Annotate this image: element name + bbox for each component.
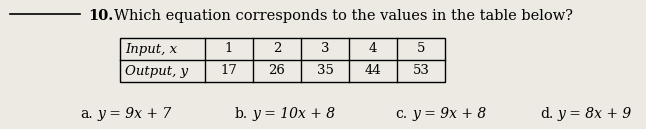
- Text: 5: 5: [417, 42, 425, 55]
- Text: c.: c.: [395, 107, 407, 121]
- Text: 53: 53: [413, 64, 430, 78]
- Text: Input, x: Input, x: [125, 42, 177, 55]
- Text: y = 10x + 8: y = 10x + 8: [253, 107, 336, 121]
- Text: Output, y: Output, y: [125, 64, 188, 78]
- Text: 10.: 10.: [88, 9, 113, 23]
- Text: b.: b.: [235, 107, 248, 121]
- Text: 2: 2: [273, 42, 281, 55]
- Text: y = 8x + 9: y = 8x + 9: [558, 107, 632, 121]
- Text: 17: 17: [220, 64, 238, 78]
- Text: 4: 4: [369, 42, 377, 55]
- Text: 3: 3: [321, 42, 329, 55]
- Text: y = 9x + 7: y = 9x + 7: [98, 107, 172, 121]
- Text: 1: 1: [225, 42, 233, 55]
- Text: a.: a.: [80, 107, 92, 121]
- Bar: [120, 38, 445, 82]
- Text: y = 9x + 8: y = 9x + 8: [413, 107, 487, 121]
- Text: 44: 44: [364, 64, 381, 78]
- Text: Which equation corresponds to the values in the table below?: Which equation corresponds to the values…: [114, 9, 573, 23]
- Text: 35: 35: [317, 64, 333, 78]
- Text: 26: 26: [269, 64, 286, 78]
- Text: d.: d.: [540, 107, 553, 121]
